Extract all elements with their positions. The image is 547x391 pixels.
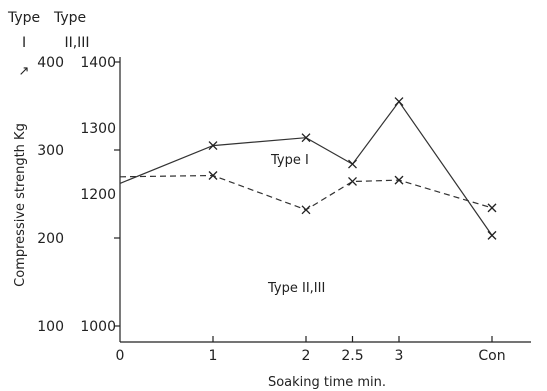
axis-header: Type Type I II,III [7,10,90,51]
data-point-marker [208,141,218,151]
y-left-tick-label: 200 [37,231,64,247]
y-left-tick-label: 100 [37,319,64,335]
data-point-marker [348,159,357,169]
y-right-tick-label: 1400 [80,55,116,71]
header-right-sub: II,III [64,35,89,51]
y-right-tick-label: 1300 [80,121,116,137]
y-left-tick-label: 300 [37,143,64,159]
header-left-type: Type [7,10,40,26]
x-ticks: 0 1 2 2.5 3 Con [116,336,506,364]
y-right-tick-label: 1200 [80,187,116,203]
data-point-marker [394,175,404,185]
series-label-type-i: Type I [270,153,309,168]
data-point-marker [394,97,404,107]
y-left-tick-label: 400 [37,55,64,71]
y-axis-title-mark: ↗ [19,64,30,79]
x-tick-label: 3 [395,348,404,364]
header-left-sub: I [22,35,26,51]
data-point-marker [208,171,218,180]
x-tick-label: 0 [116,348,125,364]
data-point-marker [301,133,311,143]
data-point-marker [487,203,497,213]
x-tick-label: Con [478,348,505,364]
x-tick-label: 2 [302,348,311,364]
data-point-marker [301,205,311,215]
y-ticks: 100 200 300 400 1000 1200 1300 1400 [37,55,120,335]
x-axis-title: Soaking time min. [268,375,386,390]
series-line-2 [119,174,493,211]
data-point-marker [487,230,497,240]
header-right-type: Type [53,10,86,26]
series-group [119,97,497,240]
series-label-type-ii-iii: Type II,III [267,281,325,296]
x-tick-label: 1 [209,348,218,364]
y-axis-title: Compressive strength Kg [13,123,28,287]
data-point-marker [348,177,357,186]
series-line-1 [119,100,493,236]
y-right-tick-label: 1000 [80,319,116,335]
x-tick-label: 2.5 [341,348,363,364]
